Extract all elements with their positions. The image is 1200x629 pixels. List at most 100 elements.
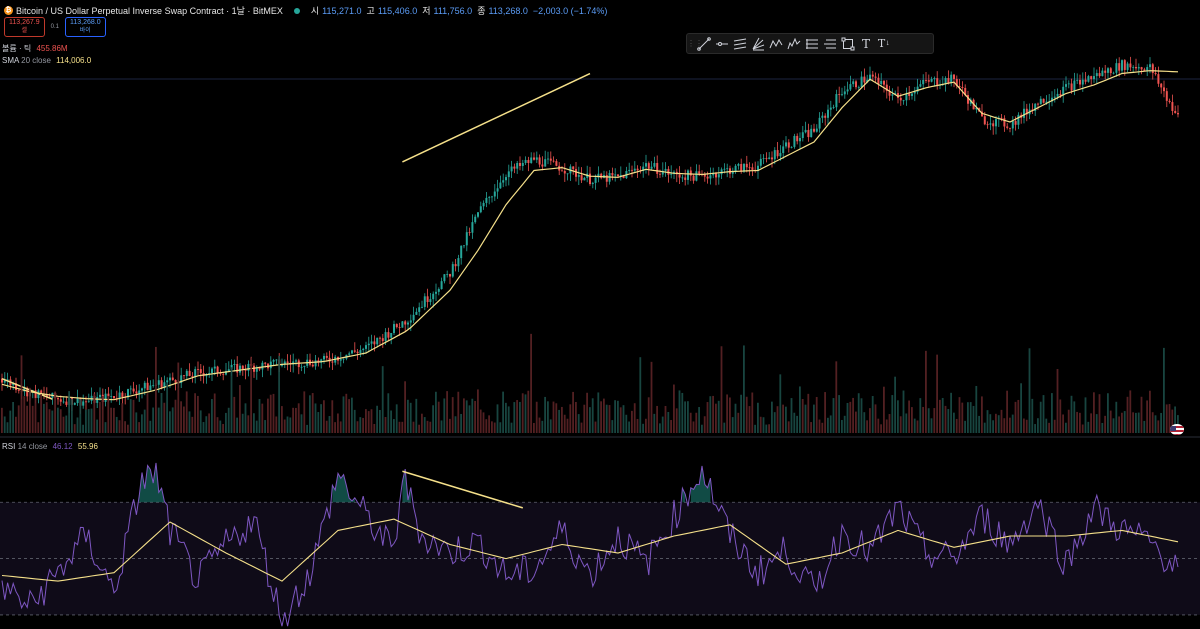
symbol-title[interactable]: Bitcoin / US Dollar Perpetual Inverse Sw… bbox=[16, 6, 283, 16]
volume-bar bbox=[625, 414, 628, 433]
volume-bar bbox=[205, 416, 208, 433]
volume-bar bbox=[15, 416, 17, 433]
volume-bar bbox=[54, 391, 56, 433]
candle-body bbox=[300, 366, 303, 368]
volume-bar bbox=[841, 419, 843, 433]
anchored-text-icon[interactable]: T ↓ bbox=[877, 37, 891, 50]
volume-bar bbox=[31, 405, 34, 433]
candle-body bbox=[712, 172, 715, 176]
candle-body bbox=[362, 348, 365, 351]
horizontal-ray-icon[interactable] bbox=[713, 35, 731, 52]
xabcd-pattern-icon[interactable] bbox=[767, 35, 785, 52]
volume-bar bbox=[1168, 404, 1171, 433]
candle-body bbox=[611, 173, 614, 176]
rsi-legend[interactable]: RSI 14 close 46.12 55.96 bbox=[2, 442, 98, 451]
candle-body bbox=[286, 361, 289, 363]
volume-bar bbox=[241, 413, 244, 433]
price-trendline-left bbox=[1, 377, 53, 400]
volume-bar bbox=[426, 420, 429, 433]
candle-body bbox=[1053, 96, 1056, 98]
buy-button[interactable]: 113,268.0 바이 bbox=[64, 17, 106, 37]
sma-legend[interactable]: SMA 20 close 114,006.0 bbox=[2, 56, 91, 65]
candle-body bbox=[513, 166, 516, 169]
pitchfork-icon[interactable] bbox=[749, 35, 767, 52]
volume-bar bbox=[393, 419, 395, 433]
candle-body bbox=[1037, 103, 1039, 105]
volume-legend[interactable]: 볼륨 · 틱 455.86M bbox=[2, 43, 68, 54]
candle-body bbox=[726, 168, 729, 170]
candle-body bbox=[421, 306, 423, 308]
volume-bar bbox=[569, 404, 572, 433]
volume-bar bbox=[82, 424, 84, 433]
flag-icon[interactable] bbox=[1170, 424, 1184, 435]
candle-body bbox=[1079, 79, 1081, 85]
volume-bar bbox=[1014, 401, 1017, 433]
candle-body bbox=[922, 80, 925, 85]
volume-bar bbox=[824, 392, 826, 433]
volume-bar bbox=[339, 421, 342, 433]
volume-bar bbox=[286, 416, 289, 433]
candle-body bbox=[841, 94, 843, 96]
volume-bar bbox=[1065, 422, 1067, 433]
volume-bar bbox=[272, 393, 275, 433]
volume-bar bbox=[208, 413, 210, 433]
candle-body bbox=[191, 375, 194, 377]
candle-body bbox=[597, 173, 600, 178]
parallel-channel-icon[interactable] bbox=[731, 35, 749, 52]
volume-bar bbox=[953, 412, 955, 433]
volume-bar bbox=[589, 407, 591, 433]
volume-bar bbox=[376, 405, 378, 433]
volume-bar bbox=[1115, 401, 1118, 433]
candle-body bbox=[236, 363, 239, 373]
volume-bar bbox=[661, 416, 664, 433]
candle-body bbox=[222, 373, 225, 375]
candle-body bbox=[902, 100, 905, 102]
fib-retracement-icon[interactable] bbox=[821, 35, 839, 52]
candle-body bbox=[17, 389, 20, 391]
high-key: 고 bbox=[366, 6, 375, 16]
volume-bar bbox=[1101, 422, 1104, 433]
volume-bar bbox=[835, 361, 838, 433]
rectangle-icon[interactable] bbox=[839, 35, 857, 52]
volume-bar bbox=[306, 424, 308, 433]
volume-bar bbox=[323, 400, 325, 433]
trade-buttons: 113,267.9 셀 0.1 113,268.0 바이 bbox=[4, 17, 106, 37]
text-icon[interactable]: T bbox=[861, 36, 870, 51]
volume-bar bbox=[499, 422, 502, 433]
volume-bar bbox=[566, 418, 569, 433]
volume-bar bbox=[681, 392, 684, 433]
rsi-line bbox=[1, 462, 1179, 627]
price-pane[interactable] bbox=[0, 56, 1200, 438]
candle-body bbox=[1062, 86, 1065, 96]
candle-body bbox=[393, 324, 395, 333]
candle-body bbox=[989, 123, 992, 125]
candle-body bbox=[810, 128, 813, 138]
candle-body bbox=[376, 337, 379, 345]
rsi-pane[interactable] bbox=[0, 462, 1200, 627]
volume-bar bbox=[267, 398, 269, 433]
candle-body bbox=[1109, 68, 1112, 74]
volume-bar bbox=[292, 407, 294, 433]
candle-body bbox=[87, 400, 90, 402]
volume-bar bbox=[471, 398, 474, 433]
candle-body bbox=[73, 403, 76, 405]
candle-body bbox=[185, 370, 188, 377]
volume-bar bbox=[776, 406, 779, 433]
trend-line-icon[interactable] bbox=[695, 35, 713, 52]
candle-body bbox=[485, 197, 488, 203]
candle-body bbox=[440, 281, 443, 290]
volume-bar bbox=[1090, 413, 1092, 433]
long-position-icon[interactable] bbox=[803, 35, 821, 52]
volume-bar bbox=[423, 417, 426, 433]
volume-bar bbox=[1129, 390, 1132, 433]
candle-body bbox=[174, 379, 177, 384]
elliott-wave-icon[interactable] bbox=[785, 35, 803, 52]
drag-handle-icon[interactable]: ⋮⋮ bbox=[687, 39, 703, 48]
volume-bar bbox=[146, 393, 149, 433]
volume-bar bbox=[639, 357, 642, 433]
rsi-ma-value: 55.96 bbox=[77, 442, 98, 451]
sell-button[interactable]: 113,267.9 셀 bbox=[4, 17, 45, 37]
volume-bar bbox=[1000, 409, 1003, 433]
candle-body bbox=[645, 163, 647, 167]
